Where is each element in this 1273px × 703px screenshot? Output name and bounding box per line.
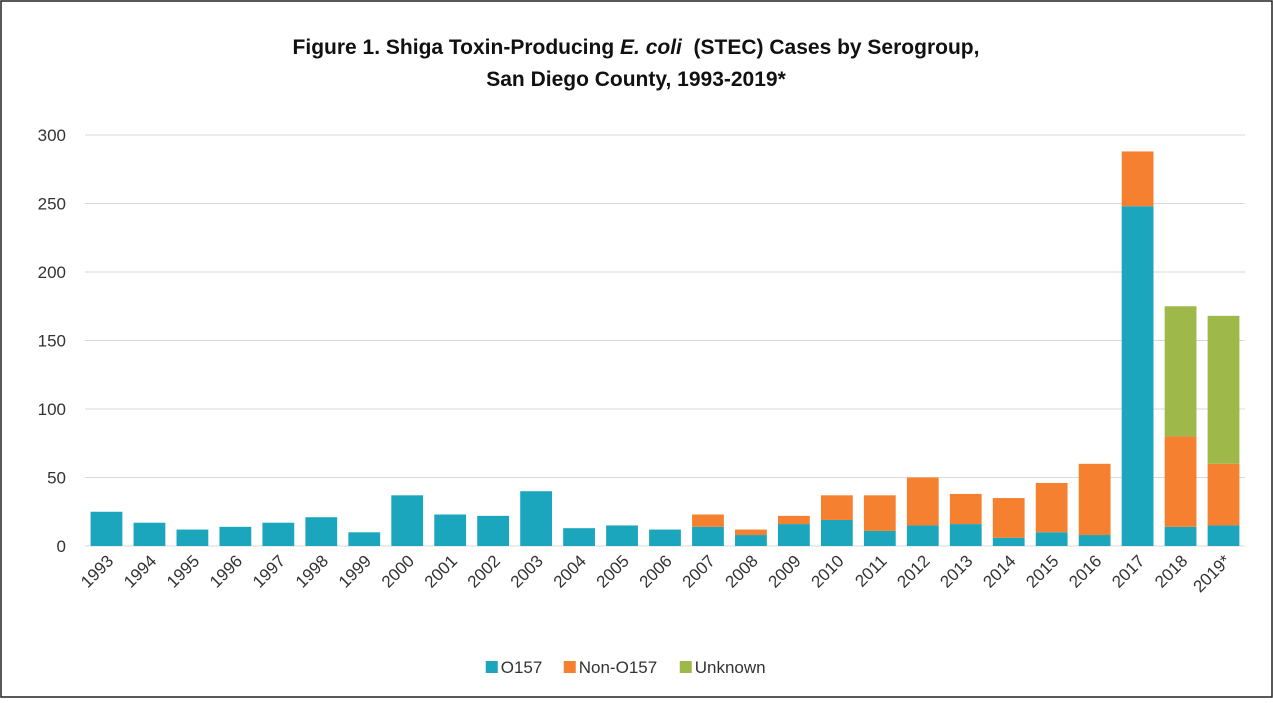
bar-segment <box>606 525 638 546</box>
bar-segment <box>649 529 681 546</box>
chart-title: San Diego County, 1993-2019* <box>486 68 786 91</box>
bar-segment <box>391 495 424 546</box>
chart-title: Figure 1. Shiga Toxin-Producing E. coli … <box>293 36 980 59</box>
bar-segment <box>949 524 982 546</box>
y-tick-label: 200 <box>38 263 66 282</box>
bar-segment <box>777 524 810 546</box>
bar-segment <box>563 528 595 546</box>
bar-segment <box>1035 532 1068 546</box>
bar-segment <box>262 522 295 546</box>
bar-segment <box>992 537 1025 546</box>
y-tick-label: 150 <box>38 332 66 351</box>
legend-swatch <box>679 661 692 673</box>
legend-swatch <box>563 661 576 673</box>
bar-segment <box>1078 463 1111 536</box>
bar-segment <box>219 526 252 546</box>
bar-segment <box>1164 306 1197 437</box>
bar-segment <box>863 530 896 546</box>
y-tick-label: 100 <box>38 400 66 419</box>
bar-segment <box>949 493 982 525</box>
bar-segment <box>692 526 724 546</box>
bar-segment <box>1035 482 1068 533</box>
bar-segment <box>1121 206 1154 547</box>
bar-segment <box>1164 526 1197 546</box>
bar-segment <box>906 525 939 546</box>
bar-segment <box>1207 525 1240 546</box>
bar-segment <box>1078 535 1111 546</box>
y-tick-label: 250 <box>38 195 66 214</box>
bar-segment <box>906 477 939 526</box>
bar-segment <box>90 511 123 546</box>
bar-segment <box>1207 463 1240 526</box>
bar-segment <box>348 532 381 546</box>
bar-segment <box>735 535 767 546</box>
y-tick-label: 300 <box>38 126 66 145</box>
title-part: (STEC) Cases by Serogroup, <box>682 36 980 59</box>
bar-segment <box>176 529 209 546</box>
bar-segment <box>520 491 553 546</box>
legend-label: Non-O157 <box>579 658 657 677</box>
bar-segment <box>434 514 467 546</box>
bar-segment <box>992 498 1025 538</box>
bar-segment <box>735 529 767 536</box>
bar-segment <box>477 515 510 546</box>
bar-segment <box>305 517 338 546</box>
bar-segment <box>692 514 724 527</box>
bar-segment <box>820 519 853 546</box>
title-part: Figure 1. Shiga Toxin-Producing <box>293 36 620 59</box>
y-tick-label: 0 <box>57 537 66 556</box>
bar-segment <box>1121 151 1154 207</box>
legend-label: O157 <box>501 658 543 677</box>
bar-segment <box>777 515 810 525</box>
legend-label: Unknown <box>695 658 766 677</box>
legend-swatch <box>485 661 498 673</box>
title-part: E. coli <box>620 36 683 59</box>
y-tick-label: 50 <box>47 469 66 488</box>
bar-segment <box>1164 436 1197 527</box>
bar-segment <box>863 495 896 531</box>
bar-segment <box>133 522 166 546</box>
bar-segment <box>820 495 853 520</box>
bar-segment <box>1207 315 1240 464</box>
